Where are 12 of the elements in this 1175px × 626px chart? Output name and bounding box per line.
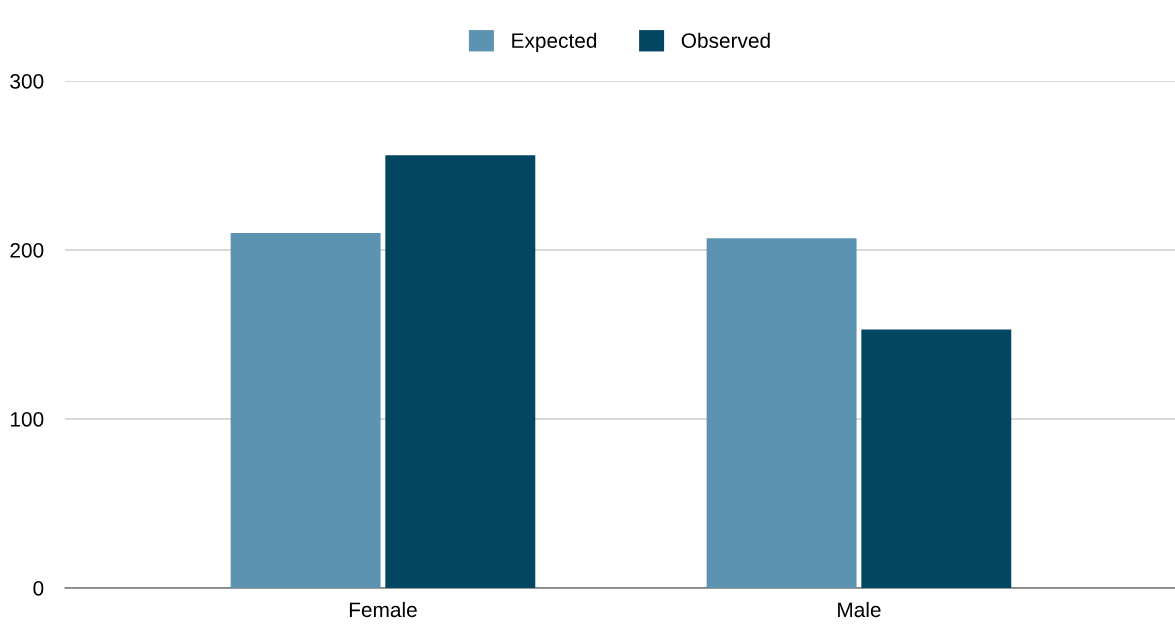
x-tick-label: Male xyxy=(838,601,881,618)
x-tick-label: Female xyxy=(349,601,417,618)
legend-label: Observed xyxy=(681,32,770,48)
bar xyxy=(706,238,857,588)
bar xyxy=(861,329,1012,588)
y-tick-label: 300 xyxy=(10,74,44,89)
y-tick-label: 100 xyxy=(11,412,44,427)
y-tick-label: 0 xyxy=(33,581,44,596)
bar xyxy=(230,233,381,588)
legend-label: Expected xyxy=(512,32,597,53)
bar xyxy=(385,155,536,588)
y-tick-label: 200 xyxy=(10,243,44,258)
